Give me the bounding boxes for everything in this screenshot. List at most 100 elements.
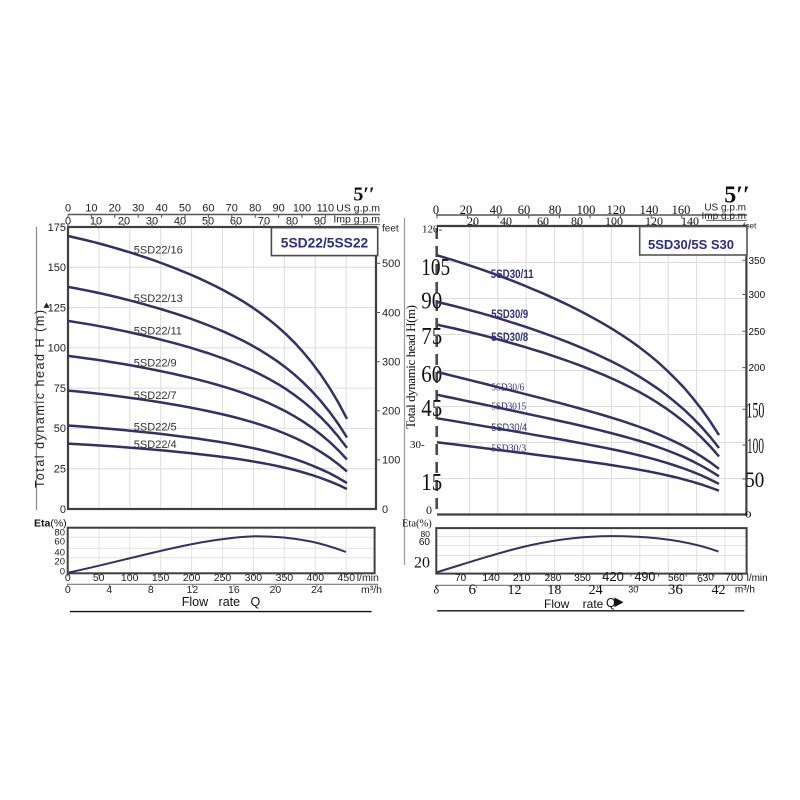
svg-text:150: 150: [746, 397, 764, 422]
svg-text:o: o: [745, 506, 752, 521]
svg-text:5SD22/5SS22: 5SD22/5SS22: [281, 236, 369, 251]
svg-text:US g.p.m: US g.p.m: [704, 203, 746, 214]
svg-text:80: 80: [249, 202, 261, 214]
svg-text:250: 250: [749, 327, 766, 338]
svg-text:400: 400: [307, 572, 325, 584]
svg-text:5SD3015: 5SD3015: [491, 401, 526, 412]
svg-text:200: 200: [183, 572, 201, 584]
svg-text:20: 20: [467, 214, 479, 228]
svg-text:20: 20: [54, 557, 65, 568]
svg-text:90: 90: [421, 288, 442, 314]
svg-text:300: 300: [245, 572, 263, 584]
svg-text:40: 40: [155, 202, 167, 214]
svg-text:120-: 120-: [422, 223, 443, 235]
svg-text:Total dynamic head H (m): Total dynamic head H (m): [33, 310, 47, 488]
svg-text:5SD30/6: 5SD30/6: [491, 382, 524, 393]
svg-text:30: 30: [146, 215, 158, 227]
svg-text:60: 60: [54, 536, 65, 547]
svg-text:l/min: l/min: [357, 572, 379, 584]
svg-text:5SD22/11: 5SD22/11: [134, 325, 182, 337]
svg-text:5′′: 5′′: [353, 184, 374, 206]
svg-text:90: 90: [272, 202, 284, 214]
svg-text:300: 300: [749, 290, 766, 301]
svg-text:50: 50: [93, 572, 105, 584]
svg-text:40: 40: [174, 215, 186, 227]
svg-text:0: 0: [382, 504, 388, 516]
svg-text:80: 80: [54, 527, 65, 538]
svg-text:120: 120: [607, 203, 626, 217]
svg-text:6: 6: [469, 582, 477, 598]
svg-text:20: 20: [270, 584, 282, 596]
svg-text:70: 70: [258, 215, 270, 227]
svg-text:200: 200: [382, 406, 400, 418]
svg-text:0: 0: [60, 566, 65, 577]
svg-text:110: 110: [317, 202, 335, 214]
svg-text:feet: feet: [382, 224, 399, 235]
svg-text:630: 630: [697, 572, 715, 585]
svg-text:24: 24: [589, 583, 603, 598]
svg-text:36: 36: [668, 582, 684, 598]
svg-text:5SD22/5: 5SD22/5: [134, 422, 177, 434]
svg-text:5SD30/3: 5SD30/3: [491, 444, 526, 455]
svg-text:500: 500: [382, 258, 400, 270]
svg-text:12: 12: [508, 583, 522, 598]
svg-text:105: 105: [421, 255, 450, 281]
svg-text:Eta(%): Eta(%): [402, 519, 432, 530]
svg-text:15: 15: [421, 470, 442, 496]
svg-text:140: 140: [640, 203, 659, 217]
svg-text:feet: feet: [743, 222, 757, 231]
svg-text:16: 16: [228, 584, 240, 596]
svg-text:150: 150: [152, 572, 170, 584]
svg-text:80: 80: [421, 529, 431, 539]
svg-text:5SD30/8: 5SD30/8: [491, 330, 528, 344]
svg-text:100: 100: [747, 433, 764, 458]
svg-text:0: 0: [426, 503, 432, 517]
svg-text:Eta(%): Eta(%): [34, 518, 67, 530]
svg-text:0: 0: [65, 572, 71, 584]
svg-text:δ: δ: [433, 582, 439, 596]
svg-text:160: 160: [672, 203, 691, 217]
svg-text:4: 4: [106, 584, 112, 596]
svg-text:80: 80: [549, 203, 562, 217]
svg-text:US g.p.m: US g.p.m: [336, 203, 380, 215]
svg-text:12: 12: [187, 584, 199, 596]
svg-text:450: 450: [338, 572, 356, 584]
svg-text:210: 210: [513, 572, 531, 584]
svg-text:60: 60: [230, 215, 242, 227]
svg-text:20: 20: [414, 554, 430, 571]
svg-text:18: 18: [547, 583, 561, 598]
svg-text:120: 120: [645, 214, 663, 228]
svg-text:280: 280: [545, 573, 562, 584]
svg-text:Imp g.p.m: Imp g.p.m: [333, 214, 380, 226]
svg-text:100: 100: [605, 214, 623, 228]
svg-text:50: 50: [745, 467, 764, 492]
svg-text:560: 560: [668, 573, 685, 584]
svg-text:50: 50: [179, 202, 191, 214]
svg-text:40: 40: [490, 203, 503, 217]
svg-text:400: 400: [382, 307, 400, 319]
svg-text:60: 60: [518, 203, 531, 217]
svg-text:45: 45: [421, 396, 442, 422]
svg-text:0: 0: [65, 202, 71, 214]
svg-text:140: 140: [482, 572, 500, 584]
svg-text:60: 60: [421, 362, 442, 388]
svg-text:420: 420: [602, 569, 624, 584]
svg-text:40: 40: [500, 214, 512, 228]
svg-text:175: 175: [48, 222, 66, 234]
svg-text:350: 350: [749, 256, 766, 267]
svg-text:50: 50: [202, 215, 214, 227]
svg-text:100: 100: [121, 572, 139, 584]
svg-text:0: 0: [60, 504, 66, 516]
svg-text:40: 40: [54, 548, 65, 559]
svg-text:80: 80: [571, 214, 583, 228]
svg-text:10: 10: [90, 215, 102, 227]
svg-text:60: 60: [419, 537, 431, 548]
svg-text:0: 0: [65, 584, 71, 596]
svg-text:250: 250: [214, 572, 232, 584]
svg-text:75: 75: [54, 383, 66, 395]
svg-text:5SD30/9: 5SD30/9: [491, 307, 528, 321]
svg-text:100: 100: [48, 343, 66, 355]
svg-text:30-: 30-: [410, 439, 425, 451]
svg-text:100: 100: [577, 203, 596, 217]
svg-text:300: 300: [382, 357, 400, 369]
